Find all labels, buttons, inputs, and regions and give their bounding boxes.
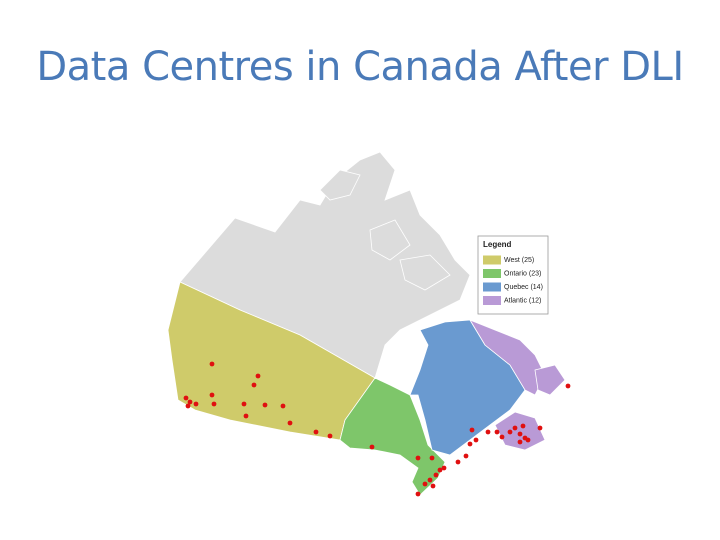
data-centre-dot <box>209 392 215 398</box>
data-centre-dot <box>517 439 523 445</box>
data-centre-dot <box>565 383 571 389</box>
legend: Legend West (25) Ontario (23) Quebec (14) A… <box>477 235 549 315</box>
legend-label: Quebec (14) <box>504 284 543 291</box>
data-centre-dot <box>469 427 475 433</box>
data-centre-dot <box>255 373 261 379</box>
data-centre-dot <box>441 465 447 471</box>
data-centre-dot <box>422 481 428 487</box>
data-centre-dot <box>429 455 435 461</box>
region-ontario <box>339 377 446 496</box>
data-centre-dot <box>512 425 518 431</box>
legend-label: Atlantic (12) <box>504 297 541 304</box>
data-centre-dot <box>494 429 500 435</box>
legend-title: Legend <box>483 240 512 249</box>
legend-swatch <box>483 255 501 265</box>
territories <box>179 151 471 379</box>
data-centre-dot <box>455 459 461 465</box>
data-centre-dot <box>183 395 189 401</box>
slide-title: Data Centres in Canada After DLI <box>36 44 684 90</box>
data-centre-dot <box>369 444 375 450</box>
data-centre-dot <box>537 425 543 431</box>
data-centre-dot <box>193 401 199 407</box>
data-centre-dots <box>183 361 571 497</box>
data-centre-dot <box>211 401 217 407</box>
data-centre-dot <box>517 431 523 437</box>
legend-swatch <box>483 269 501 278</box>
data-centre-dot <box>427 477 433 483</box>
legend-swatch <box>483 282 501 292</box>
data-centre-dot <box>467 441 473 447</box>
data-centre-dot <box>437 467 443 473</box>
data-centre-dot <box>430 483 436 489</box>
data-centre-dot <box>525 437 531 443</box>
data-centre-dot <box>473 437 479 443</box>
data-centre-dot <box>463 453 469 459</box>
data-centre-dot <box>243 413 249 419</box>
data-centre-dot <box>280 403 286 409</box>
data-centre-dot <box>415 491 421 497</box>
data-centre-dot <box>313 429 319 435</box>
data-centre-dot <box>251 382 257 388</box>
legend-label: West (25) <box>504 257 534 264</box>
region-west <box>167 281 376 441</box>
region-atlantic <box>469 319 566 451</box>
data-centre-dot <box>499 434 505 440</box>
data-centre-dot <box>209 361 215 367</box>
data-centre-dot <box>485 429 491 435</box>
legend-swatch <box>483 296 501 305</box>
legend-label: Ontario (23) <box>504 270 541 277</box>
data-centre-dot <box>185 403 191 409</box>
data-centre-dot <box>187 399 193 405</box>
data-centre-dot <box>415 455 421 461</box>
data-centre-dot <box>241 401 247 407</box>
data-centre-dot <box>507 429 513 435</box>
data-centre-dot <box>262 402 268 408</box>
data-centre-dot <box>520 423 526 429</box>
data-centre-dot <box>433 472 439 478</box>
data-centre-dot <box>327 433 333 439</box>
data-centre-dot <box>287 420 293 426</box>
